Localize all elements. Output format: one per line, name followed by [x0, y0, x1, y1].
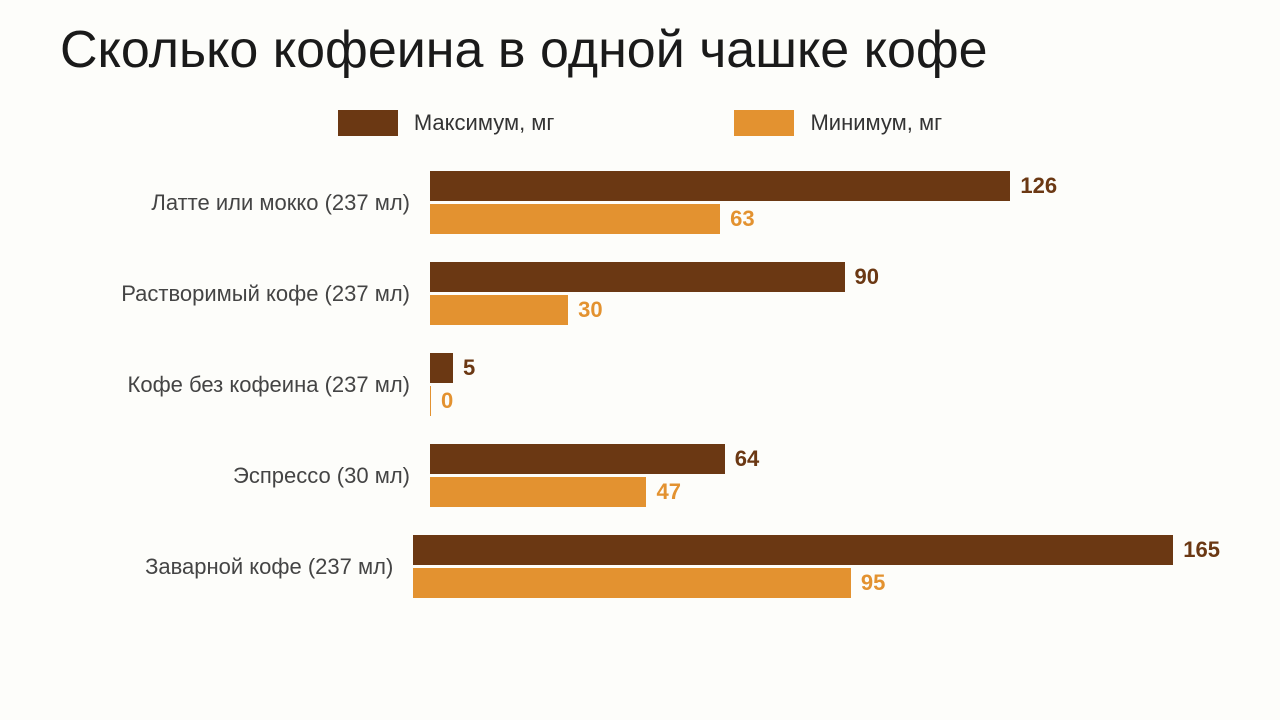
bar-min-wrap: 47 — [430, 477, 1220, 507]
category-label: Латте или мокко (237 мл) — [60, 190, 430, 216]
chart-row: Латте или мокко (237 мл) 126 63 — [60, 171, 1220, 234]
legend-swatch-min — [734, 110, 794, 136]
bar-max — [430, 171, 1010, 201]
bar-max-value: 165 — [1183, 537, 1220, 563]
legend-label-max: Максимум, мг — [414, 110, 555, 136]
bar-max — [413, 535, 1173, 565]
bar-max-wrap: 126 — [430, 171, 1220, 201]
bar-max-value: 126 — [1020, 173, 1057, 199]
bar-max — [430, 353, 453, 383]
bar-min — [430, 477, 646, 507]
legend: Максимум, мг Минимум, мг — [60, 110, 1220, 136]
legend-item-max: Максимум, мг — [338, 110, 555, 136]
bar-pair: 126 63 — [430, 171, 1220, 234]
chart-row: Кофе без кофеина (237 мл)50 — [60, 353, 1220, 416]
bar-min-value: 47 — [656, 479, 680, 505]
chart-area: Латте или мокко (237 мл) 126 63 Растворимый… — [60, 171, 1220, 598]
legend-swatch-max — [338, 110, 398, 136]
bar-min-value: 63 — [730, 206, 754, 232]
bar-max — [430, 262, 845, 292]
bar-min — [430, 204, 720, 234]
legend-label-min: Минимум, мг — [810, 110, 942, 136]
category-label: Эспрессо (30 мл) — [60, 463, 430, 489]
bar-min-value: 95 — [861, 570, 885, 596]
bar-min — [430, 295, 568, 325]
chart-title: Сколько кофеина в одной чашке кофе — [60, 20, 1220, 80]
bar-min-wrap: 63 — [430, 204, 1220, 234]
category-label: Растворимый кофе (237 мл) — [60, 281, 430, 307]
bar-min-wrap: 95 — [413, 568, 1220, 598]
bar-max-wrap: 90 — [430, 262, 1220, 292]
bar-pair: 165 95 — [413, 535, 1220, 598]
bar-min-wrap: 30 — [430, 295, 1220, 325]
bar-max — [430, 444, 725, 474]
bar-max-wrap: 5 — [430, 353, 1220, 383]
bar-pair: 64 47 — [430, 444, 1220, 507]
category-label: Кофе без кофеина (237 мл) — [60, 372, 430, 398]
category-label: Заварной кофе (237 мл) — [60, 554, 413, 580]
bar-pair: 90 30 — [430, 262, 1220, 325]
bar-min — [430, 386, 431, 416]
bar-min — [413, 568, 851, 598]
bar-max-wrap: 165 — [413, 535, 1220, 565]
bar-max-value: 90 — [855, 264, 879, 290]
bar-min-value: 30 — [578, 297, 602, 323]
bar-max-wrap: 64 — [430, 444, 1220, 474]
chart-row: Заварной кофе (237 мл) 165 95 — [60, 535, 1220, 598]
bar-min-wrap: 0 — [430, 386, 1220, 416]
chart-row: Растворимый кофе (237 мл) 90 30 — [60, 262, 1220, 325]
bar-max-value: 64 — [735, 446, 759, 472]
bar-min-value: 0 — [441, 388, 453, 414]
bar-pair: 50 — [430, 353, 1220, 416]
legend-item-min: Минимум, мг — [734, 110, 942, 136]
bar-max-value: 5 — [463, 355, 475, 381]
chart-row: Эспрессо (30 мл) 64 47 — [60, 444, 1220, 507]
